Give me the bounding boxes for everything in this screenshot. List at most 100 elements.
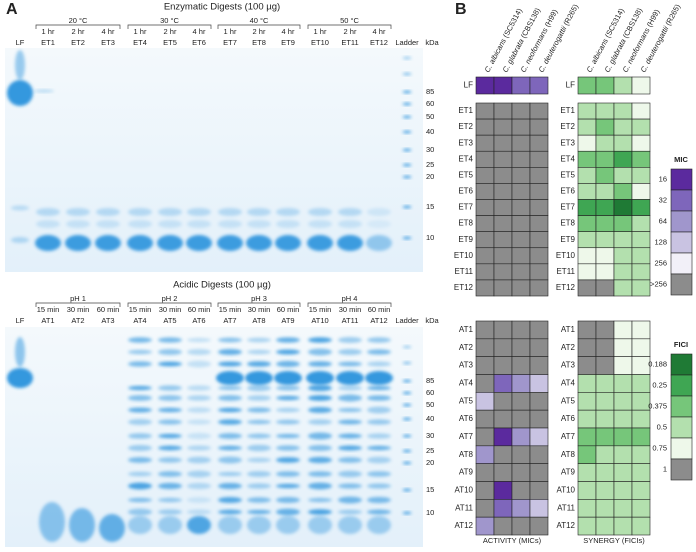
gel-band <box>336 371 364 385</box>
row-label: ET7 <box>560 203 575 212</box>
gel-band <box>247 208 271 216</box>
time-label: 4 hr <box>282 27 295 36</box>
gel-band <box>308 348 332 356</box>
row-label: ET1 <box>458 106 473 115</box>
heatmap-cell <box>631 247 651 265</box>
row-label: ET5 <box>560 170 575 179</box>
row-label: AT12 <box>556 521 575 530</box>
heatmap-cell <box>475 409 495 429</box>
heatmap-cell <box>577 76 597 95</box>
heatmap-cell <box>613 167 633 184</box>
row-label: AT8 <box>561 450 576 459</box>
grid-footer: SYNERGY (FICIs) <box>583 536 645 545</box>
gel-band <box>402 56 412 60</box>
legend-label: 16 <box>659 174 667 183</box>
heatmap-cell <box>631 320 651 340</box>
legend-label: 1 <box>663 464 667 473</box>
row-label: AT8 <box>459 450 474 459</box>
gel-band <box>96 208 120 216</box>
heatmap-cell <box>595 499 615 518</box>
gel-band <box>338 337 362 343</box>
heatmap-cell <box>577 183 597 200</box>
heatmap-cell <box>577 199 597 216</box>
gel-band <box>402 148 412 152</box>
gel-band <box>158 516 182 534</box>
heatmap-cell <box>613 499 633 518</box>
gel-band <box>402 488 412 492</box>
gel-band <box>247 516 271 534</box>
gel-band <box>402 115 412 119</box>
heatmap-cell <box>511 231 531 249</box>
time-label: 1 hr <box>42 27 55 36</box>
gel-band <box>367 509 391 515</box>
gel-band <box>187 456 211 464</box>
gel-band <box>402 403 412 407</box>
heatmap-cell <box>511 279 531 297</box>
heatmap-cell <box>613 150 633 168</box>
marker-label: 25 <box>426 160 434 169</box>
gel-band <box>338 419 362 425</box>
group-label: pH 1 <box>70 294 86 303</box>
heatmap-cell <box>613 374 633 393</box>
heatmap-cell <box>595 134 615 152</box>
row-label: ET2 <box>560 122 575 131</box>
row-label: LF <box>464 81 473 90</box>
heatmap-cell <box>613 392 633 411</box>
gel-band <box>274 371 302 385</box>
gel-bands <box>7 337 412 542</box>
heatmap-cell <box>631 499 651 518</box>
heatmap-cell <box>511 481 531 500</box>
gel-band <box>128 337 152 343</box>
gel-band <box>158 457 182 463</box>
gel-band <box>218 471 242 477</box>
row-label: ET9 <box>560 235 575 244</box>
heatmap-cell <box>511 516 531 536</box>
heatmap-cell <box>511 499 531 518</box>
heatmap-cell <box>529 463 549 482</box>
heatmap-cell <box>475 499 495 518</box>
heatmap-cell <box>511 183 531 200</box>
gel-band <box>187 432 211 440</box>
gel-band <box>218 361 242 367</box>
heatmap-cell <box>529 199 549 216</box>
heatmap-cell <box>529 409 549 429</box>
heatmap-cell <box>595 516 615 536</box>
group-bracket <box>217 302 301 307</box>
gel-band <box>99 514 125 542</box>
time-label: 30 min <box>248 305 271 314</box>
heatmap-cell <box>511 320 531 340</box>
heatmap-cell <box>511 134 531 152</box>
heatmap-cell <box>529 356 549 375</box>
heatmap-cell <box>511 427 531 447</box>
gel-band <box>158 385 182 391</box>
gel-band <box>276 385 300 391</box>
strain-name: (R265) <box>561 2 580 27</box>
row-label: ET12 <box>556 283 576 292</box>
row-label: AT3 <box>459 361 474 370</box>
row-label: AT10 <box>556 486 575 495</box>
gel-band <box>247 433 271 439</box>
heatmap-cell <box>493 481 513 500</box>
gel-band <box>247 384 271 392</box>
gel-band <box>338 457 362 463</box>
heatmap-cell <box>595 463 615 482</box>
heatmap-cell <box>595 102 615 120</box>
marker-label: 15 <box>426 202 434 211</box>
gel-band <box>128 433 152 439</box>
time-label: 4 hr <box>102 27 115 36</box>
gel-band <box>187 407 211 413</box>
grid-footer: ACTIVITY (MICs) <box>483 536 542 545</box>
heatmap-cell <box>613 263 633 281</box>
legend-swatch <box>670 353 693 376</box>
gel-band <box>367 385 391 391</box>
gel-band <box>218 497 242 503</box>
gel-band <box>218 337 242 343</box>
gel-band <box>96 220 120 228</box>
gel-title: Enzymatic Digests (100 µg) <box>164 2 280 13</box>
gel-band <box>187 385 211 391</box>
gel-band <box>402 417 412 421</box>
row-label: AT9 <box>459 468 474 477</box>
heatmap-cell <box>577 247 597 265</box>
heatmap-cell <box>613 76 633 95</box>
heatmap-cell <box>613 409 633 429</box>
